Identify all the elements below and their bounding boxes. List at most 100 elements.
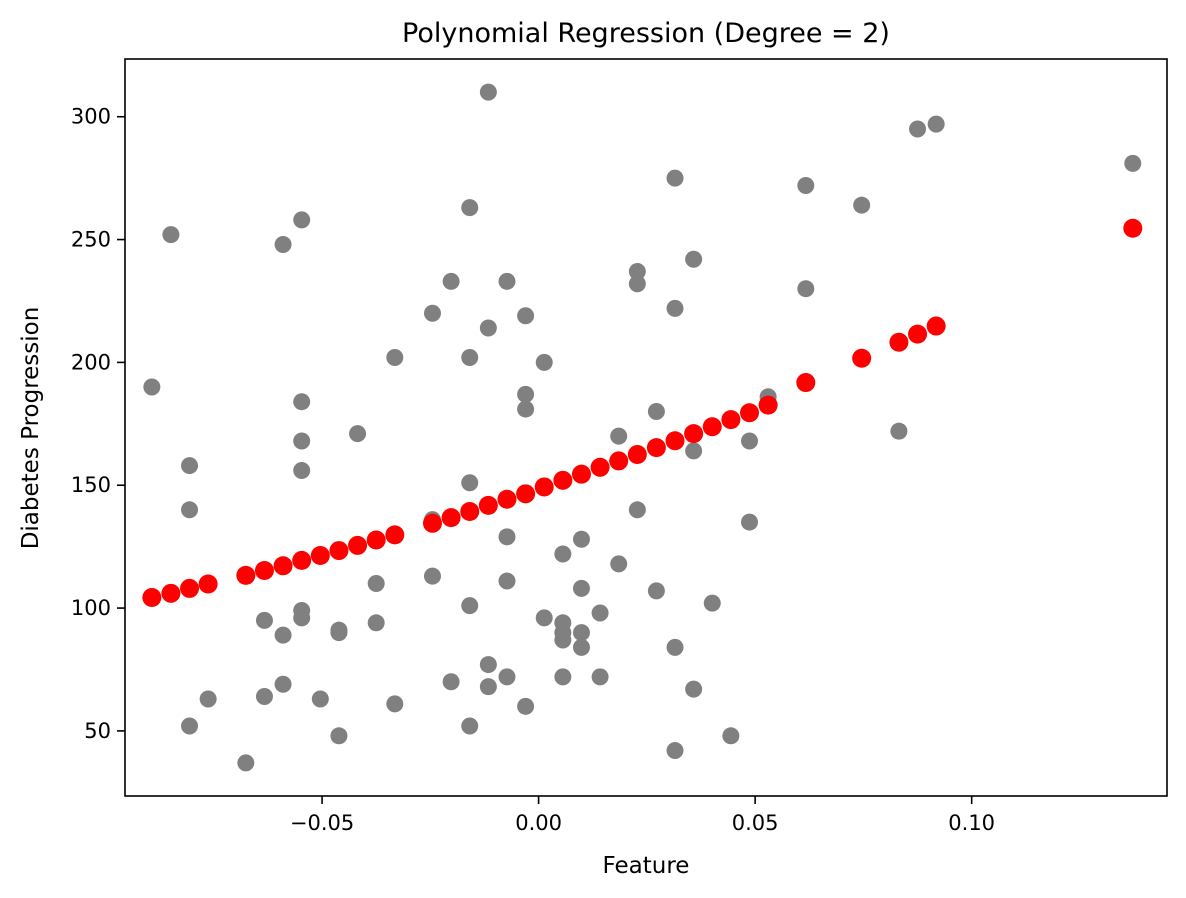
data-point: [890, 422, 908, 440]
data-point: [741, 432, 759, 450]
y-tick-label: 50: [84, 719, 111, 743]
fitted-point: [852, 348, 872, 368]
fitted-point: [180, 578, 200, 598]
data-point: [666, 742, 684, 760]
fitted-point: [422, 513, 442, 533]
data-point: [293, 461, 311, 479]
plot-area-frame: [124, 58, 1168, 797]
fitted-point: [590, 457, 610, 477]
data-point: [255, 611, 273, 629]
fitted-point: [142, 588, 162, 608]
data-point: [554, 545, 572, 563]
data-point: [722, 727, 740, 745]
data-point: [461, 597, 479, 615]
data-point: [423, 567, 441, 585]
data-point: [535, 609, 553, 627]
y-tick-label: 300: [71, 105, 111, 129]
y-tick-label: 250: [71, 228, 111, 252]
data-point: [461, 474, 479, 492]
data-point: [666, 169, 684, 187]
data-point: [274, 675, 292, 693]
data-point: [685, 442, 703, 460]
data-point: [461, 199, 479, 217]
data-point: [162, 226, 180, 244]
data-point: [797, 177, 815, 195]
fitted-point: [460, 502, 480, 522]
fitted-point: [198, 574, 218, 594]
x-axis-ticks: −0.05 0.00 0.05 0.10: [290, 796, 995, 835]
data-point: [181, 457, 199, 475]
data-point: [330, 727, 348, 745]
data-point: [199, 690, 217, 708]
fitted-point: [889, 332, 909, 352]
data-point: [143, 378, 161, 396]
data-point: [666, 299, 684, 317]
data-point: [666, 638, 684, 656]
data-point: [685, 680, 703, 698]
fitted-point: [646, 438, 666, 458]
data-point: [703, 594, 721, 612]
data-point: [517, 400, 535, 418]
data-point: [517, 697, 535, 715]
data-point: [293, 393, 311, 411]
data-point: [517, 307, 535, 325]
data-point: [647, 582, 665, 600]
fitted-point: [348, 535, 368, 555]
fitted-point: [926, 316, 946, 336]
data-point: [237, 754, 255, 772]
data-point: [442, 673, 460, 691]
fitted-point: [273, 556, 293, 576]
fitted-point: [571, 464, 591, 484]
data-point: [293, 432, 311, 450]
data-point: [572, 624, 590, 642]
data-point: [349, 425, 367, 443]
data-point: [610, 555, 628, 573]
x-tick-label: 0.00: [515, 811, 562, 835]
fitted-point: [758, 395, 778, 415]
data-point: [741, 513, 759, 531]
fitted-point: [684, 424, 704, 444]
fitted-point: [329, 541, 349, 561]
data-point: [498, 272, 516, 290]
data-point: [498, 572, 516, 590]
data-point: [927, 115, 945, 133]
fitted-point: [908, 324, 928, 344]
data-points: [142, 83, 1143, 772]
data-point: [554, 631, 572, 649]
data-point: [628, 275, 646, 293]
data-point: [274, 626, 292, 644]
fitted-point: [441, 508, 461, 528]
fitted-point: [534, 477, 554, 497]
data-point: [591, 668, 609, 686]
data-point: [535, 353, 553, 371]
data-point: [628, 501, 646, 519]
fitted-point: [516, 484, 536, 504]
data-point: [442, 272, 460, 290]
data-point: [293, 211, 311, 229]
fitted-point: [627, 445, 647, 465]
fitted-point: [254, 560, 274, 580]
data-point: [572, 638, 590, 656]
data-point: [255, 688, 273, 706]
fitted-point: [609, 451, 629, 471]
data-point: [423, 304, 441, 322]
data-point: [386, 348, 404, 366]
data-point: [685, 250, 703, 268]
fitted-point: [310, 545, 330, 565]
data-point: [479, 83, 497, 101]
y-tick-label: 150: [71, 473, 111, 497]
data-point: [610, 427, 628, 445]
data-point: [517, 385, 535, 403]
data-point: [797, 280, 815, 298]
fitted-point: [665, 431, 685, 451]
fitted-point: [366, 530, 386, 550]
x-axis-label: Feature: [603, 853, 690, 879]
data-point: [498, 668, 516, 686]
fitted-point: [478, 495, 498, 515]
y-tick-label: 100: [71, 596, 111, 620]
data-point: [479, 678, 497, 696]
data-point: [1124, 154, 1142, 172]
y-axis-label: Diabetes Progression: [18, 307, 44, 550]
y-axis-ticks: 50 100 150 200 250 300: [71, 105, 125, 743]
